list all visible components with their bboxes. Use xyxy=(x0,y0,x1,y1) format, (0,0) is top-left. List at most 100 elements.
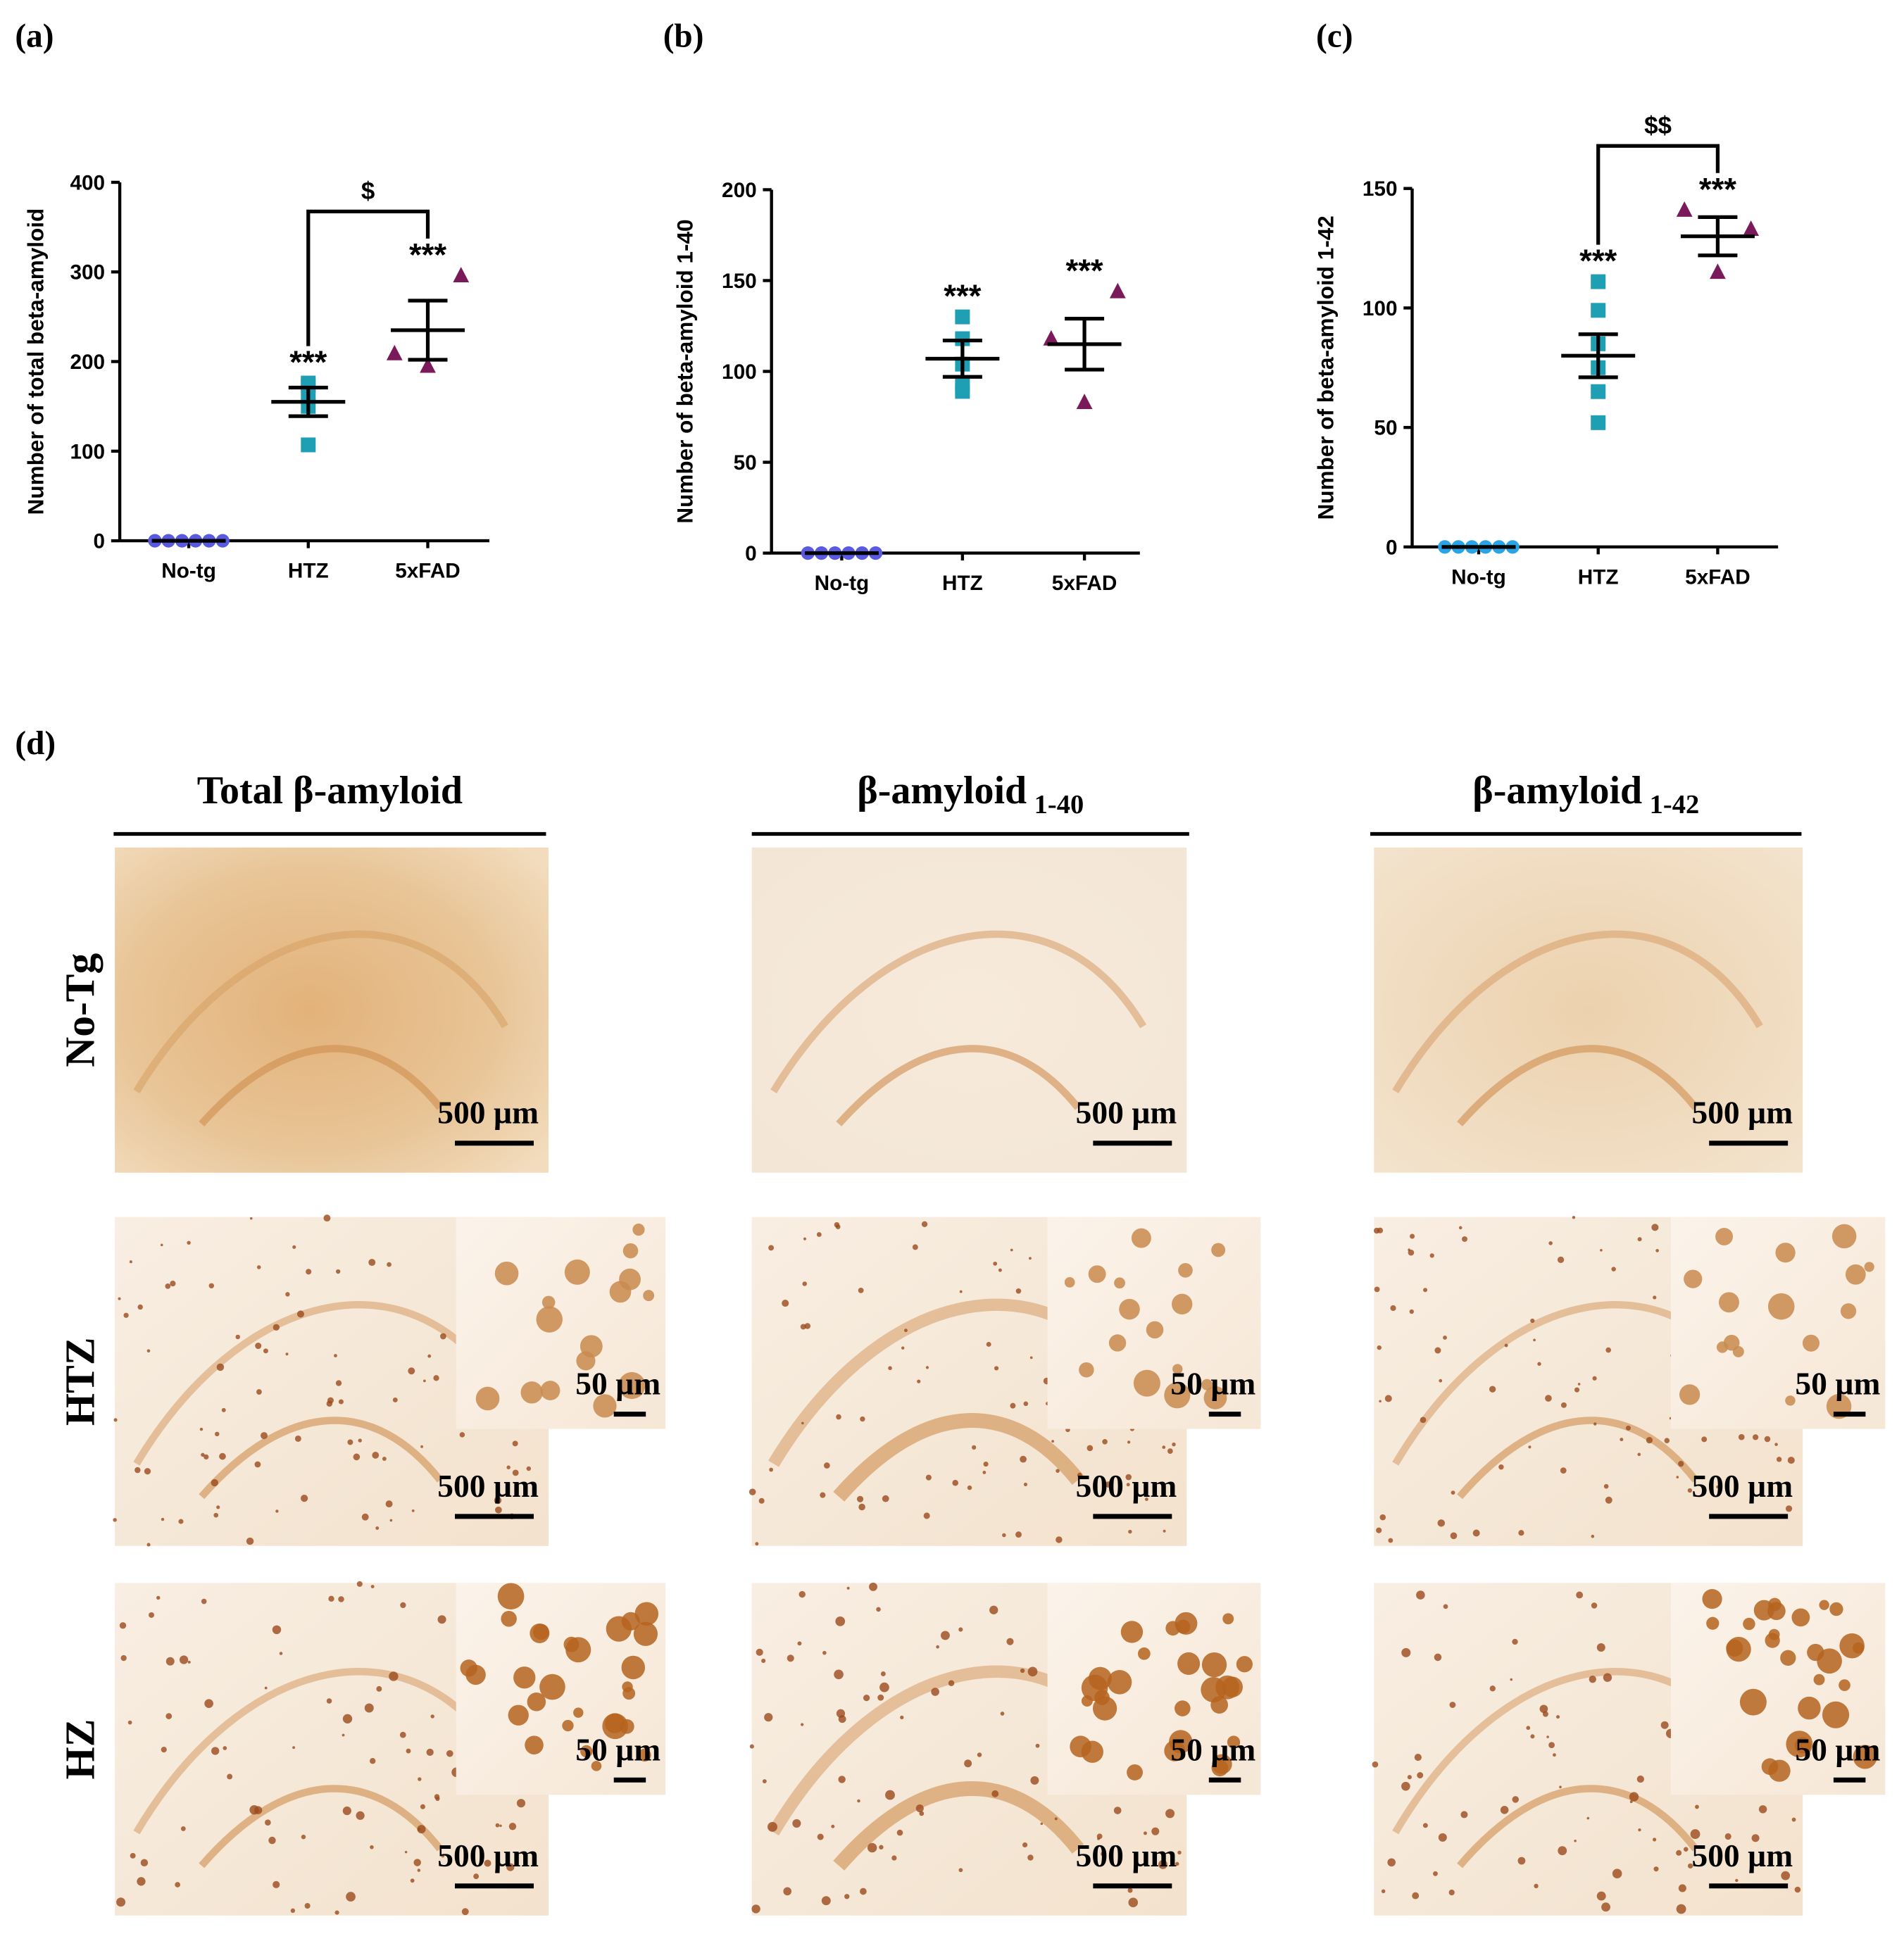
plaque xyxy=(389,1519,393,1522)
plaque xyxy=(1125,1474,1132,1481)
tissue-layer xyxy=(133,930,508,1093)
column-title: β-amyloid 1-40 xyxy=(857,769,1084,820)
plaque xyxy=(161,1747,167,1753)
plaque xyxy=(1437,1519,1446,1527)
panel-label: (a) xyxy=(15,18,54,54)
plaque xyxy=(1786,1731,1813,1758)
scale-label: 50 µm xyxy=(1795,1731,1880,1767)
column-title-subscript: 1-40 xyxy=(1034,790,1084,820)
plaque xyxy=(836,1414,841,1420)
plaque xyxy=(328,1595,334,1602)
plaque xyxy=(591,1761,602,1771)
plaque xyxy=(1107,1670,1132,1695)
plaque xyxy=(1020,1668,1025,1674)
plaque xyxy=(1127,1888,1133,1893)
plaque xyxy=(1716,1486,1720,1488)
plaque xyxy=(495,1506,502,1514)
plaque xyxy=(497,1583,525,1610)
panel-label: (c) xyxy=(1316,18,1353,54)
plaque xyxy=(880,1671,886,1676)
plaque xyxy=(501,1611,517,1627)
plaque xyxy=(1822,1701,1850,1728)
tissue-layer xyxy=(199,1045,444,1126)
plaque xyxy=(541,1295,556,1310)
bracket-label: $$ xyxy=(1644,112,1672,139)
plaque xyxy=(834,1222,840,1228)
plaque xyxy=(1726,1639,1743,1657)
plaque xyxy=(1753,1600,1774,1621)
plaque xyxy=(1764,1436,1771,1443)
plaque xyxy=(364,1703,374,1713)
plaque xyxy=(338,1596,344,1602)
plaque xyxy=(1462,1236,1467,1242)
plaque xyxy=(433,1375,439,1381)
plaque xyxy=(513,1666,536,1689)
plaque xyxy=(885,1790,895,1800)
plaque xyxy=(1006,1638,1014,1645)
plaque xyxy=(580,1745,593,1758)
plaque xyxy=(375,1526,380,1530)
plaque xyxy=(896,1829,903,1836)
plaque xyxy=(991,1790,999,1797)
plaque xyxy=(376,1685,382,1692)
plaque xyxy=(1128,1897,1139,1907)
plaque xyxy=(137,1304,143,1310)
bracket xyxy=(306,209,430,346)
point xyxy=(386,344,403,360)
plaque xyxy=(290,1908,296,1914)
plaque xyxy=(1781,1871,1791,1880)
plaque xyxy=(1022,1842,1028,1848)
plaque xyxy=(904,1329,908,1333)
point xyxy=(955,309,970,325)
plaque xyxy=(1088,1666,1112,1690)
plaque xyxy=(1572,1216,1576,1219)
tissue-layer xyxy=(199,1417,444,1500)
plaque xyxy=(1724,1833,1731,1840)
tissue-layer xyxy=(1457,1785,1699,1869)
plaque xyxy=(1684,1269,1703,1288)
plaque xyxy=(223,1746,227,1750)
plaque xyxy=(1510,1678,1513,1681)
plaque xyxy=(983,1462,989,1467)
plaque xyxy=(801,1421,804,1425)
plaque xyxy=(1407,1775,1412,1780)
plaque xyxy=(958,1868,963,1873)
plaque xyxy=(347,1439,353,1445)
plaque xyxy=(1555,1715,1560,1719)
plaque xyxy=(1738,1433,1745,1440)
plaque xyxy=(958,1627,963,1632)
plaque xyxy=(936,1645,939,1649)
plaque xyxy=(940,1631,950,1640)
plaque xyxy=(879,1845,884,1850)
plaque xyxy=(801,1723,804,1726)
plaque xyxy=(1172,1364,1183,1374)
plaque xyxy=(802,1281,808,1286)
plaque xyxy=(834,1669,844,1680)
panel-label: (b) xyxy=(663,18,704,54)
plaque xyxy=(1146,1321,1164,1339)
plaque xyxy=(516,1799,526,1808)
y-axis-label: Number of total beta-amyloid xyxy=(23,208,49,515)
plaque xyxy=(1596,1643,1605,1652)
plaque xyxy=(1434,1653,1442,1662)
plaque xyxy=(1177,1652,1201,1675)
plaque xyxy=(618,1371,646,1400)
plaque xyxy=(326,1400,333,1407)
plaque xyxy=(335,1380,342,1386)
plaque xyxy=(420,1445,424,1448)
plaque xyxy=(900,1715,904,1720)
y-tick-label: 0 xyxy=(94,530,106,553)
plaque xyxy=(1679,1384,1701,1405)
plaque xyxy=(1379,1400,1382,1403)
tissue-layer xyxy=(199,1785,444,1869)
plaque xyxy=(392,1398,398,1402)
plaque xyxy=(461,1908,469,1916)
y-tick-label: 150 xyxy=(722,270,757,293)
column-title-text: Total β-amyloid xyxy=(197,769,463,812)
plaque xyxy=(426,1748,434,1757)
plaque xyxy=(964,1759,972,1768)
plaque xyxy=(1715,1227,1734,1245)
plaque xyxy=(1695,1804,1699,1809)
plaque xyxy=(1169,1730,1193,1754)
plaque xyxy=(1064,1277,1075,1288)
